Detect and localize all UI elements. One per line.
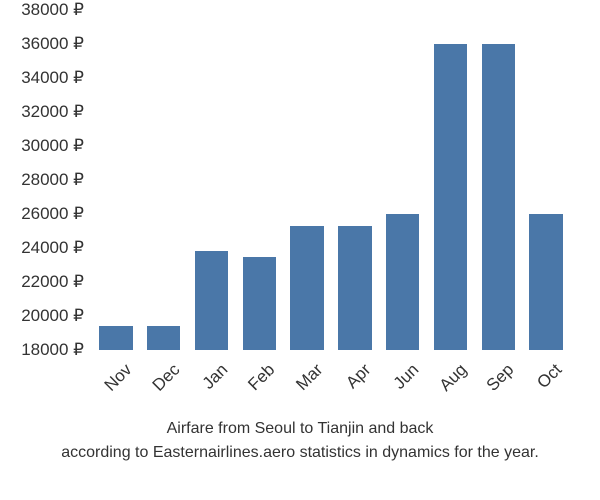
x-tick-label: Mar	[278, 360, 327, 409]
y-tick-label: 20000 ₽	[21, 306, 84, 326]
bar	[338, 226, 371, 350]
y-tick-label: 36000 ₽	[21, 34, 84, 54]
bar	[195, 251, 228, 350]
bar	[290, 226, 323, 350]
y-tick-label: 34000 ₽	[21, 68, 84, 88]
y-tick-label: 24000 ₽	[21, 238, 84, 258]
x-tick-label: Dec	[134, 360, 183, 409]
x-tick-label: Apr	[326, 360, 375, 409]
x-tick-label: Nov	[87, 360, 136, 409]
airfare-bar-chart: 18000 ₽ 20000 ₽ 22000 ₽ 24000 ₽ 26000 ₽ 28000…	[0, 0, 600, 500]
x-tick-label: Oct	[517, 360, 566, 409]
x-tick-label: Jun	[373, 360, 422, 409]
bar	[99, 326, 132, 350]
plot-area: 18000 ₽20000 ₽22000 ₽24000 ₽26000 ₽28000…	[92, 10, 570, 350]
x-tick-label: Feb	[230, 360, 279, 409]
bar	[147, 326, 180, 350]
y-tick-label: 32000 ₽	[21, 102, 84, 122]
bar	[482, 44, 515, 350]
bar	[243, 257, 276, 351]
x-tick-label: Jan	[182, 360, 231, 409]
bar	[529, 214, 562, 350]
y-tick-label: 28000 ₽	[21, 170, 84, 190]
caption-line-1: Airfare from Seoul to Tianjin and back	[0, 420, 600, 438]
bar	[434, 44, 467, 350]
y-tick-label: 18000 ₽	[21, 340, 84, 360]
bar	[386, 214, 419, 350]
y-tick-label: 22000 ₽	[21, 272, 84, 292]
caption-line-2: according to Easternairlines.aero statis…	[0, 444, 600, 462]
y-tick-label: 30000 ₽	[21, 136, 84, 156]
x-tick-label: Sep	[469, 360, 518, 409]
y-tick-label: 38000 ₽	[21, 0, 84, 20]
x-tick-label: Aug	[421, 360, 470, 409]
y-tick-label: 26000 ₽	[21, 204, 84, 224]
